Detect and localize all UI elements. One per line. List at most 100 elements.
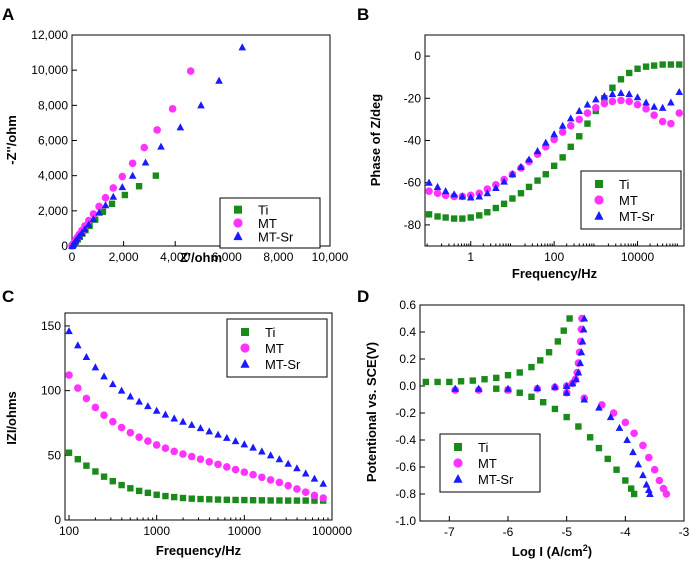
data-point-ti xyxy=(108,200,116,207)
y-tick-label-c: 150 xyxy=(41,319,61,333)
data-point-mt-sr xyxy=(568,379,577,387)
legend-label-mt-sr: MT-Sr xyxy=(258,229,294,244)
data-point-ti xyxy=(153,491,160,498)
data-point-mt-sr xyxy=(579,325,588,333)
data-point-mt-sr xyxy=(500,177,508,185)
data-point-ti xyxy=(434,378,441,386)
data-point-mt xyxy=(645,453,653,462)
data-point-mt-sr xyxy=(310,474,319,482)
data-point-ti xyxy=(516,369,523,376)
data-point-ti xyxy=(118,481,125,489)
legend-label-mt: MT xyxy=(265,341,284,356)
legend-label-mt-sr: MT-Sr xyxy=(619,209,655,224)
panel-letter-d: D xyxy=(357,287,369,306)
data-point-mt-sr xyxy=(606,413,615,421)
data-point-ti xyxy=(609,84,616,91)
data-point-ti xyxy=(152,172,160,179)
data-point-mt xyxy=(187,452,196,461)
y-tick-label-d: -0.2 xyxy=(395,406,416,420)
data-point-mt xyxy=(650,465,659,474)
data-point-mt-sr xyxy=(474,384,483,392)
data-point-mt xyxy=(186,67,195,75)
data-point-ti xyxy=(467,214,474,221)
data-point-mt xyxy=(310,491,319,500)
data-point-mt xyxy=(231,465,240,474)
legend-marker-mt xyxy=(594,195,604,205)
data-point-mt xyxy=(630,429,638,438)
legend-marker-ti xyxy=(241,328,249,336)
data-point-mt-sr xyxy=(466,193,475,201)
data-point-mt-sr xyxy=(533,147,542,155)
data-point-mt xyxy=(126,428,135,437)
data-point-ti xyxy=(422,378,430,386)
data-point-mt xyxy=(240,468,249,476)
y-tick-label-a: 2,000 xyxy=(38,204,68,218)
data-point-mt xyxy=(639,441,647,450)
data-point-ti xyxy=(442,214,449,221)
data-point-mt-sr xyxy=(441,187,450,195)
data-point-ti xyxy=(642,63,650,70)
x-axis-title-c: Frequency/Hz xyxy=(156,543,242,558)
data-point-mt-sr xyxy=(89,215,98,223)
data-point-mt-sr xyxy=(675,87,684,95)
data-point-ti xyxy=(554,338,562,345)
data-point-mt-sr xyxy=(508,170,517,178)
data-point-ti xyxy=(667,61,675,68)
data-point-mt-sr xyxy=(157,142,165,150)
data-point-mt xyxy=(600,99,609,108)
series-mt-sr-c xyxy=(65,327,328,487)
x-tick-label-d: -5 xyxy=(561,525,572,539)
data-point-mt xyxy=(128,159,137,168)
data-point-mt xyxy=(100,411,108,420)
data-point-mt-sr xyxy=(577,348,586,356)
x-tick-label-a: 4,000 xyxy=(160,250,190,264)
y-tick-label-d: -1.0 xyxy=(395,514,416,528)
data-point-mt-sr xyxy=(238,43,247,51)
data-point-mt-sr xyxy=(266,451,275,459)
data-point-ti xyxy=(634,65,641,72)
data-point-mt-sr xyxy=(576,359,584,367)
data-point-mt-sr xyxy=(109,192,118,200)
data-point-ti xyxy=(509,195,516,202)
x-tick-label-a: 2,000 xyxy=(109,250,139,264)
data-point-ti xyxy=(302,497,309,504)
data-point-mt xyxy=(667,119,675,128)
data-point-ti xyxy=(559,154,566,161)
data-point-ti xyxy=(481,376,488,383)
data-point-ti xyxy=(135,183,143,190)
data-point-mt xyxy=(592,103,600,112)
data-point-ti xyxy=(628,485,635,492)
x-axis-title-b: Frequency/Hz xyxy=(512,266,598,281)
y-tick-label-a: 6,000 xyxy=(38,134,68,148)
data-point-ti xyxy=(630,490,638,498)
legend-label-mt: MT xyxy=(619,193,638,208)
data-point-mt xyxy=(152,441,161,449)
data-point-mt-sr xyxy=(541,138,550,146)
x-tick-label-d: -7 xyxy=(444,525,455,539)
data-point-mt-sr xyxy=(517,162,525,170)
data-point-ti xyxy=(622,477,629,484)
y-tick-label-a: 10,000 xyxy=(31,63,68,77)
data-point-ti xyxy=(537,357,544,364)
data-point-mt-sr xyxy=(176,123,185,131)
data-point-ti xyxy=(516,389,523,396)
data-point-mt xyxy=(658,117,667,126)
chart-panel-d: -7 -6 -5 -4 -3 -1.0 -0.8 -0.6 -0.4 -0.2 0.0 0.2 0.4 0… xyxy=(364,298,690,559)
chart-panel-b: 1 100 10000 -80 -60 -40 -20 0 Frequency/Hz Phase … xyxy=(368,34,685,281)
data-point-mt-sr xyxy=(458,192,467,200)
data-point-ti xyxy=(241,496,248,504)
data-point-mt-sr xyxy=(608,90,617,98)
data-point-mt xyxy=(95,202,103,211)
data-point-mt-sr xyxy=(196,424,205,432)
data-point-mt-sr xyxy=(551,382,559,390)
data-point-ti xyxy=(92,468,99,475)
data-point-mt xyxy=(617,96,625,105)
data-point-mt-sr xyxy=(562,388,571,396)
data-point-mt-sr xyxy=(425,178,433,186)
x-tick-label-b: 10000 xyxy=(621,250,655,264)
data-point-ti xyxy=(625,69,633,77)
data-point-mt xyxy=(650,111,658,119)
data-point-mt-sr xyxy=(95,208,103,216)
data-point-ti xyxy=(83,462,90,469)
data-point-mt xyxy=(319,494,328,502)
